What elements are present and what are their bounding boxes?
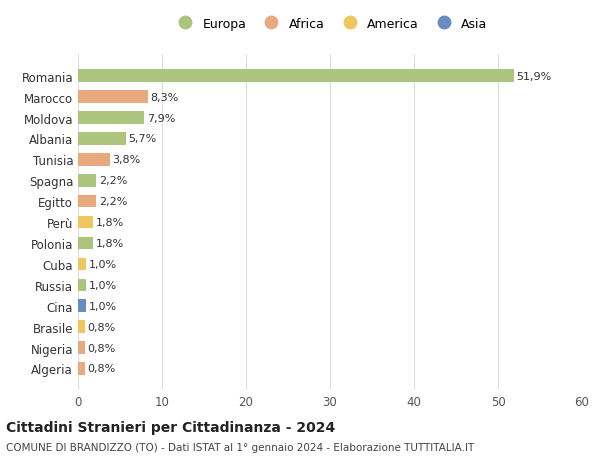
Bar — [78, 112, 145, 124]
Text: 1,0%: 1,0% — [89, 259, 117, 269]
Bar — [78, 133, 126, 146]
Text: 7,9%: 7,9% — [147, 113, 175, 123]
Text: 2,2%: 2,2% — [99, 197, 127, 207]
Bar — [78, 70, 514, 83]
Text: 3,8%: 3,8% — [112, 155, 140, 165]
Text: 0,8%: 0,8% — [87, 322, 115, 332]
Bar — [78, 258, 86, 271]
Text: COMUNE DI BRANDIZZO (TO) - Dati ISTAT al 1° gennaio 2024 - Elaborazione TUTTITAL: COMUNE DI BRANDIZZO (TO) - Dati ISTAT al… — [6, 442, 474, 452]
Text: 2,2%: 2,2% — [99, 176, 127, 186]
Bar — [78, 154, 110, 166]
Bar — [78, 363, 85, 375]
Bar — [78, 279, 86, 291]
Bar — [78, 91, 148, 104]
Text: 0,8%: 0,8% — [87, 343, 115, 353]
Text: 1,0%: 1,0% — [89, 280, 117, 290]
Text: 1,8%: 1,8% — [95, 239, 124, 248]
Bar — [78, 237, 93, 250]
Text: Cittadini Stranieri per Cittadinanza - 2024: Cittadini Stranieri per Cittadinanza - 2… — [6, 420, 335, 435]
Text: 1,0%: 1,0% — [89, 301, 117, 311]
Text: 51,9%: 51,9% — [517, 72, 552, 82]
Legend: Europa, Africa, America, Asia: Europa, Africa, America, Asia — [172, 18, 488, 31]
Text: 8,3%: 8,3% — [150, 92, 178, 102]
Bar — [78, 321, 85, 333]
Bar — [78, 196, 97, 208]
Text: 5,7%: 5,7% — [128, 134, 157, 144]
Bar — [78, 341, 85, 354]
Bar — [78, 174, 97, 187]
Bar — [78, 300, 86, 312]
Text: 0,8%: 0,8% — [87, 364, 115, 374]
Bar — [78, 216, 93, 229]
Text: 1,8%: 1,8% — [95, 218, 124, 228]
